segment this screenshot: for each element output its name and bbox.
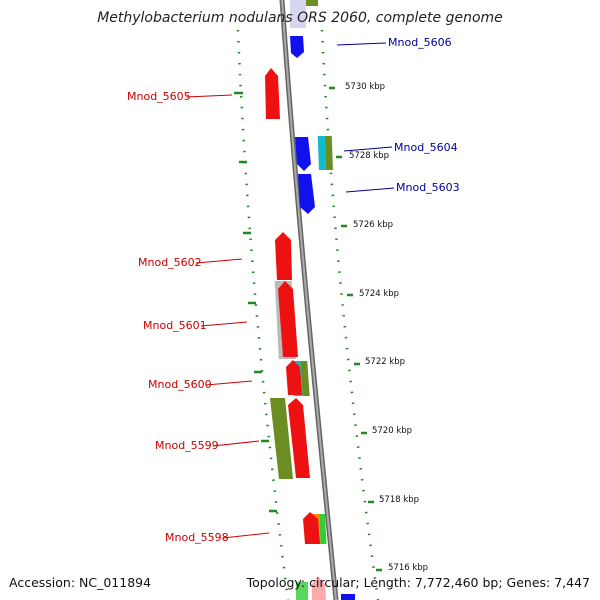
- gene-mnod-5601: [278, 281, 298, 357]
- accession-text: Accession: NC_011894: [9, 575, 152, 590]
- scale-label-5720: 5720 kbp: [372, 426, 413, 436]
- gene-red-5599: [288, 398, 310, 478]
- gene-mnod-5604: [295, 137, 311, 171]
- gene-olive-5600: [300, 361, 310, 396]
- gene-mnod-5598: [303, 512, 320, 544]
- gene-label-mnod-5601[interactable]: Mnod_5601: [143, 319, 207, 332]
- gene-mnod-5600: [286, 360, 302, 395]
- gene-cyan-5604: [317, 136, 326, 170]
- topology-text: Topology: circular; Length: 7,772,460 bp…: [246, 575, 590, 590]
- gene-mnod-5602: [275, 232, 292, 280]
- gene-label-mnod-5605[interactable]: Mnod_5605: [127, 90, 191, 103]
- gene-mnod-5603: [298, 174, 315, 214]
- scale-label-5728: 5728 kbp: [349, 151, 390, 161]
- inner-ring-ticks: [234, 91, 277, 513]
- scale-label-5730: 5730 kbp: [345, 82, 386, 92]
- label-connectors: [185, 42, 395, 539]
- gene-label-mnod-5600[interactable]: Mnod_5600: [148, 378, 212, 391]
- gene-mnod-5599: [270, 398, 293, 479]
- gene-partial-bottom-blue: [341, 594, 355, 600]
- outer-ring-ticks: [329, 86, 382, 572]
- gene-partial-bottom-pink: [312, 576, 326, 600]
- gene-label-mnod-5606[interactable]: Mnod_5606: [388, 36, 452, 49]
- scale-label-5716: 5716 kbp: [388, 563, 429, 573]
- outer-dotted-ring: [320, 29, 380, 600]
- scale-label-5726: 5726 kbp: [353, 220, 394, 230]
- gene-partial-top-lavender: [290, 0, 306, 28]
- gene-label-mnod-5598[interactable]: Mnod_5598: [165, 531, 229, 544]
- gene-label-mnod-5603[interactable]: Mnod_5603: [396, 181, 460, 194]
- scale-label-5722: 5722 kbp: [365, 357, 406, 367]
- gene-partial-bottom-green: [296, 582, 308, 600]
- gene-mnod-5606: [290, 36, 304, 58]
- gene-label-mnod-5604[interactable]: Mnod_5604: [394, 141, 458, 154]
- gene-partial-top-olive: [306, 0, 318, 6]
- gene-green-5598: [318, 514, 327, 544]
- gene-olive-5604: [324, 136, 333, 170]
- diagram-title: Methylobacterium nodulans ORS 2060, comp…: [97, 10, 503, 26]
- scale-label-5718: 5718 kbp: [379, 495, 420, 505]
- gene-mnod-5605: [265, 68, 280, 119]
- gene-label-mnod-5602[interactable]: Mnod_5602: [138, 256, 202, 269]
- gene-label-mnod-5599[interactable]: Mnod_5599: [155, 439, 219, 452]
- scale-label-5724: 5724 kbp: [359, 289, 400, 299]
